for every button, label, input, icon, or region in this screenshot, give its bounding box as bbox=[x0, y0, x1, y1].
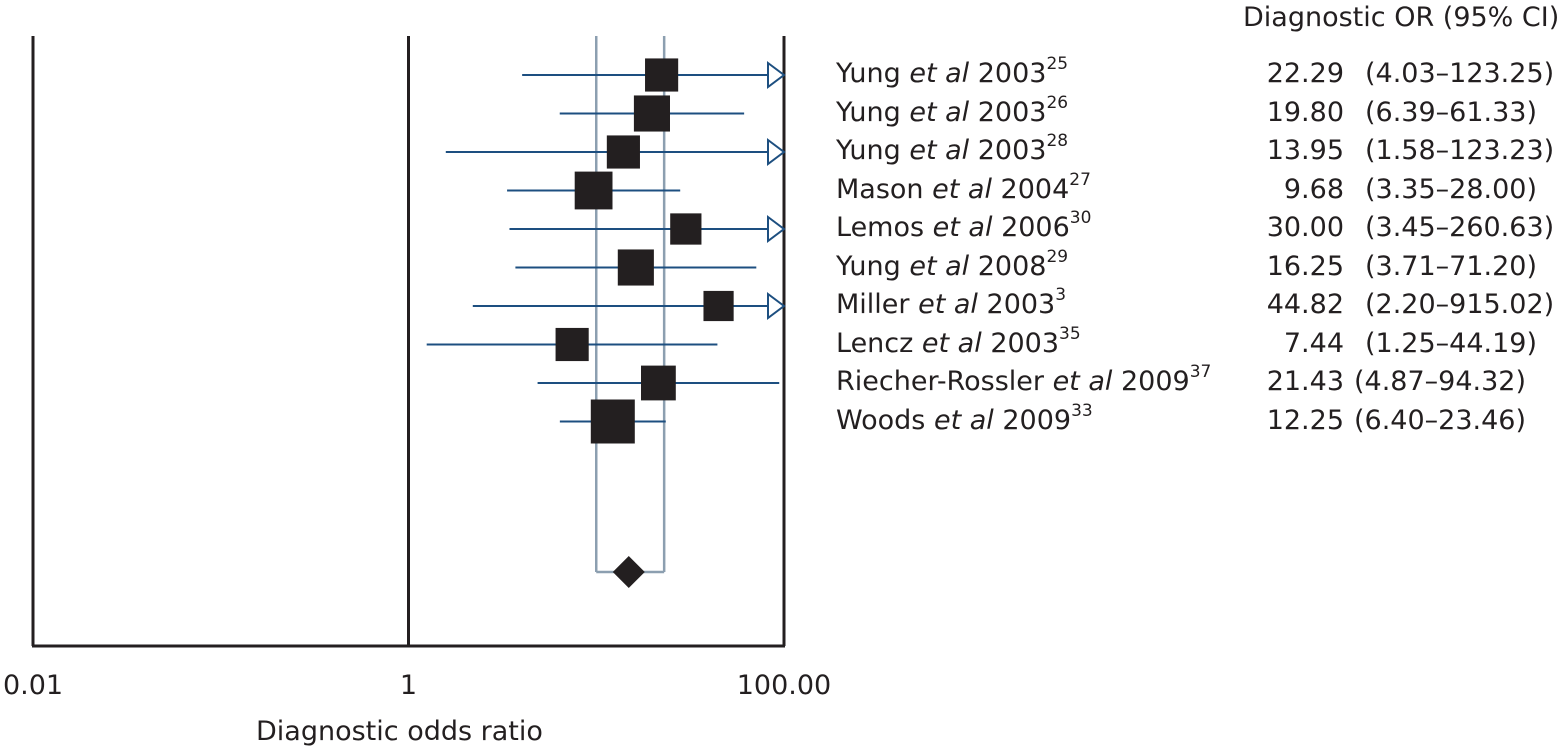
confidence-interval-value: (1.25–44.19) bbox=[1365, 327, 1537, 359]
odds-ratio-value: 9.68 bbox=[1283, 173, 1344, 205]
odds-ratio-value: 7.44 bbox=[1283, 327, 1344, 359]
study-label: Lencz et al 200335 bbox=[836, 325, 1081, 359]
study-year: 2004 bbox=[991, 173, 1070, 205]
confidence-interval-value: (3.45–260.63) bbox=[1365, 212, 1555, 243]
study-ref: 37 bbox=[1189, 362, 1212, 382]
study-ref: 35 bbox=[1059, 323, 1081, 344]
study-etal: et al bbox=[933, 404, 994, 436]
study-etal: et al bbox=[909, 58, 970, 89]
pooled-estimate-diamond bbox=[612, 556, 645, 588]
point-estimate-square bbox=[641, 365, 676, 401]
study-author: Riecher-Rossler bbox=[836, 366, 1053, 397]
odds-ratio-value: 16.25 bbox=[1266, 250, 1344, 282]
study-year: 2006 bbox=[992, 212, 1070, 243]
study-etal: et al bbox=[909, 96, 970, 128]
column-header: Diagnostic OR (95% CI) bbox=[1243, 2, 1560, 33]
study-ref: 28 bbox=[1046, 131, 1069, 151]
point-estimate-square bbox=[574, 171, 613, 210]
study-etal: et al bbox=[1052, 366, 1113, 397]
study-etal: et al bbox=[918, 289, 978, 320]
x-axis-label: Diagnostic odds ratio bbox=[256, 716, 543, 747]
study-ref: 25 bbox=[1046, 54, 1069, 74]
point-estimate-square bbox=[633, 95, 670, 132]
study-label: Yung et al 200326 bbox=[836, 94, 1068, 128]
study-label: Mason et al 200427 bbox=[836, 171, 1091, 205]
study-label: Miller et al 20033 bbox=[836, 287, 1066, 320]
study-label: Woods et al 200933 bbox=[836, 402, 1093, 436]
study-year: 2009 bbox=[993, 404, 1072, 436]
study-ref: 30 bbox=[1069, 208, 1092, 228]
study-author: Yung bbox=[836, 96, 910, 128]
point-estimate-square bbox=[645, 58, 679, 92]
confidence-interval-value: (2.20–915.02) bbox=[1365, 289, 1555, 320]
study-label: Yung et al 200328 bbox=[836, 133, 1068, 166]
odds-ratio-value: 21.43 bbox=[1266, 366, 1344, 397]
study-author: Mason bbox=[836, 173, 933, 205]
odds-ratio-value: 22.29 bbox=[1266, 58, 1344, 89]
study-year: 2003 bbox=[981, 327, 1060, 359]
study-year: 2003 bbox=[969, 135, 1047, 166]
study-etal: et al bbox=[909, 135, 970, 166]
study-ref: 33 bbox=[1071, 400, 1093, 421]
odds-ratio-value: 12.25 bbox=[1266, 404, 1344, 436]
study-year: 2008 bbox=[969, 250, 1047, 282]
confidence-interval-value: (6.40–23.46) bbox=[1354, 404, 1526, 436]
study-year: 2003 bbox=[977, 289, 1056, 320]
odds-ratio-value: 13.95 bbox=[1266, 135, 1344, 166]
odds-ratio-value: 44.82 bbox=[1266, 289, 1344, 320]
study-author: Yung bbox=[836, 135, 910, 166]
study-ref: 29 bbox=[1046, 246, 1069, 267]
study-etal: et al bbox=[932, 173, 992, 205]
ci-arrow bbox=[767, 215, 786, 243]
confidence-interval-value: (4.03–123.25) bbox=[1365, 58, 1555, 89]
point-estimate-square bbox=[617, 249, 654, 286]
point-estimate-square bbox=[555, 327, 589, 362]
study-etal: et al bbox=[909, 250, 970, 282]
ci-arrow bbox=[767, 61, 786, 89]
study-label: Lemos et al 200630 bbox=[836, 210, 1091, 243]
study-author: Yung bbox=[836, 250, 910, 282]
confidence-interval-value: (4.87–94.32) bbox=[1354, 366, 1526, 397]
ci-arrow bbox=[767, 138, 786, 166]
point-estimate-square bbox=[606, 135, 640, 169]
confidence-interval-value: (3.35–28.00) bbox=[1365, 173, 1537, 205]
x-tick-label: 1 bbox=[399, 670, 418, 701]
study-author: Miller bbox=[836, 289, 919, 320]
point-estimate-square bbox=[670, 213, 702, 245]
confidence-interval-value: (6.39–61.33) bbox=[1365, 96, 1537, 128]
point-estimate-square bbox=[703, 290, 734, 322]
study-author: Yung bbox=[836, 58, 910, 89]
odds-ratio-value: 30.00 bbox=[1266, 212, 1344, 243]
study-author: Woods bbox=[836, 404, 934, 436]
study-year: 2003 bbox=[969, 58, 1047, 89]
study-ref: 26 bbox=[1046, 92, 1069, 113]
study-author: Lemos bbox=[836, 212, 933, 243]
study-author: Lencz bbox=[836, 327, 922, 359]
confidence-interval-value: (1.58–123.23) bbox=[1365, 135, 1555, 166]
ci-arrow bbox=[767, 292, 786, 320]
point-estimate-square bbox=[590, 399, 635, 444]
study-etal: et al bbox=[932, 212, 993, 243]
study-etal: et al bbox=[921, 327, 982, 359]
study-ref: 3 bbox=[1055, 285, 1067, 305]
x-tick-label: 100.00 bbox=[736, 670, 832, 701]
study-label: Riecher-Rossler et al 200937 bbox=[836, 364, 1211, 397]
confidence-interval-value: (3.71–71.20) bbox=[1365, 250, 1537, 282]
study-year: 2009 bbox=[1112, 366, 1190, 397]
odds-ratio-value: 19.80 bbox=[1266, 96, 1344, 128]
study-ref: 27 bbox=[1069, 169, 1091, 190]
x-tick-label: 0.01 bbox=[2, 670, 64, 701]
study-label: Yung et al 200325 bbox=[836, 56, 1068, 89]
study-year: 2003 bbox=[969, 96, 1047, 128]
study-label: Yung et al 200829 bbox=[836, 248, 1068, 282]
